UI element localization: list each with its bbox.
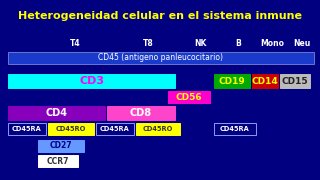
Text: CD45RO: CD45RO — [56, 126, 86, 132]
Text: T8: T8 — [143, 39, 153, 48]
Text: CD45RA: CD45RA — [100, 126, 130, 132]
FancyBboxPatch shape — [38, 140, 84, 152]
FancyBboxPatch shape — [48, 123, 94, 135]
FancyBboxPatch shape — [252, 74, 278, 88]
Text: Heterogeneidad celular en el sistema inmune: Heterogeneidad celular en el sistema inm… — [18, 11, 302, 21]
Text: CD45 (antigeno panleucocitario): CD45 (antigeno panleucocitario) — [99, 53, 223, 62]
Text: CD56: CD56 — [176, 93, 202, 102]
Text: CD3: CD3 — [79, 76, 104, 86]
FancyBboxPatch shape — [280, 74, 310, 88]
Text: CD8: CD8 — [130, 108, 152, 118]
FancyBboxPatch shape — [136, 123, 180, 135]
Text: CD45RA: CD45RA — [12, 126, 42, 132]
FancyBboxPatch shape — [214, 74, 250, 88]
Text: Neu: Neu — [293, 39, 311, 48]
FancyBboxPatch shape — [96, 123, 134, 135]
Text: CD4: CD4 — [45, 108, 68, 118]
FancyBboxPatch shape — [8, 74, 175, 88]
Text: B: B — [235, 39, 241, 48]
Text: CD27: CD27 — [50, 141, 72, 150]
Text: NK: NK — [194, 39, 206, 48]
Text: Mono: Mono — [260, 39, 284, 48]
Text: CD15: CD15 — [282, 76, 308, 86]
Text: CD19: CD19 — [219, 76, 245, 86]
FancyBboxPatch shape — [8, 52, 314, 64]
Text: CD45RO: CD45RO — [143, 126, 173, 132]
FancyBboxPatch shape — [168, 91, 210, 103]
Text: CCR7: CCR7 — [47, 156, 69, 165]
FancyBboxPatch shape — [8, 123, 46, 135]
FancyBboxPatch shape — [214, 123, 256, 135]
FancyBboxPatch shape — [8, 106, 105, 120]
FancyBboxPatch shape — [38, 155, 78, 167]
FancyBboxPatch shape — [107, 106, 175, 120]
Text: T4: T4 — [70, 39, 80, 48]
Text: CD45RA: CD45RA — [220, 126, 250, 132]
Text: CD14: CD14 — [252, 76, 278, 86]
